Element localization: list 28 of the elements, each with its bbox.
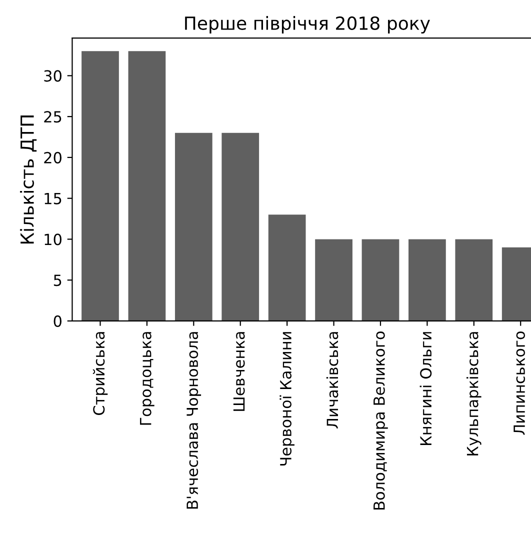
bar	[222, 132, 260, 321]
x-tick-label: Городоцька	[140, 332, 154, 425]
y-tick-label: 5	[54, 274, 62, 286]
x-tick-label: Стрийська	[92, 332, 108, 415]
y-tick-label: 30	[44, 70, 62, 82]
y-tick-label: 20	[44, 152, 62, 164]
y-tick-label: 15	[44, 192, 62, 204]
chart-title: Перше півріччя 2018 року	[185, 16, 430, 34]
x-tick-label: Шевченка	[233, 332, 245, 411]
y-tick-label: 25	[44, 111, 62, 123]
bar	[362, 239, 400, 321]
x-tick-label: Кульпарківська	[466, 332, 482, 456]
y-tick-label: 0	[54, 315, 62, 327]
x-tick-label: Липинського	[514, 332, 526, 435]
y-axis-title: Кількість ДТП	[20, 116, 37, 244]
bar	[82, 51, 119, 321]
bar	[128, 51, 166, 321]
x-tick-label: Володимира Великого	[374, 332, 388, 510]
y-tick-label: 10	[44, 234, 62, 246]
x-tick-label: Червоної Калини	[280, 332, 294, 466]
x-tick-label: Княгині Ольги	[420, 332, 432, 446]
bar	[455, 239, 493, 321]
x-tick-label: Личаківська	[326, 332, 338, 428]
bar	[174, 132, 212, 321]
x-tick-label: В'ячеслава Чорновола	[186, 332, 202, 509]
bar	[268, 214, 306, 321]
bar	[315, 239, 352, 321]
bar	[408, 239, 446, 321]
